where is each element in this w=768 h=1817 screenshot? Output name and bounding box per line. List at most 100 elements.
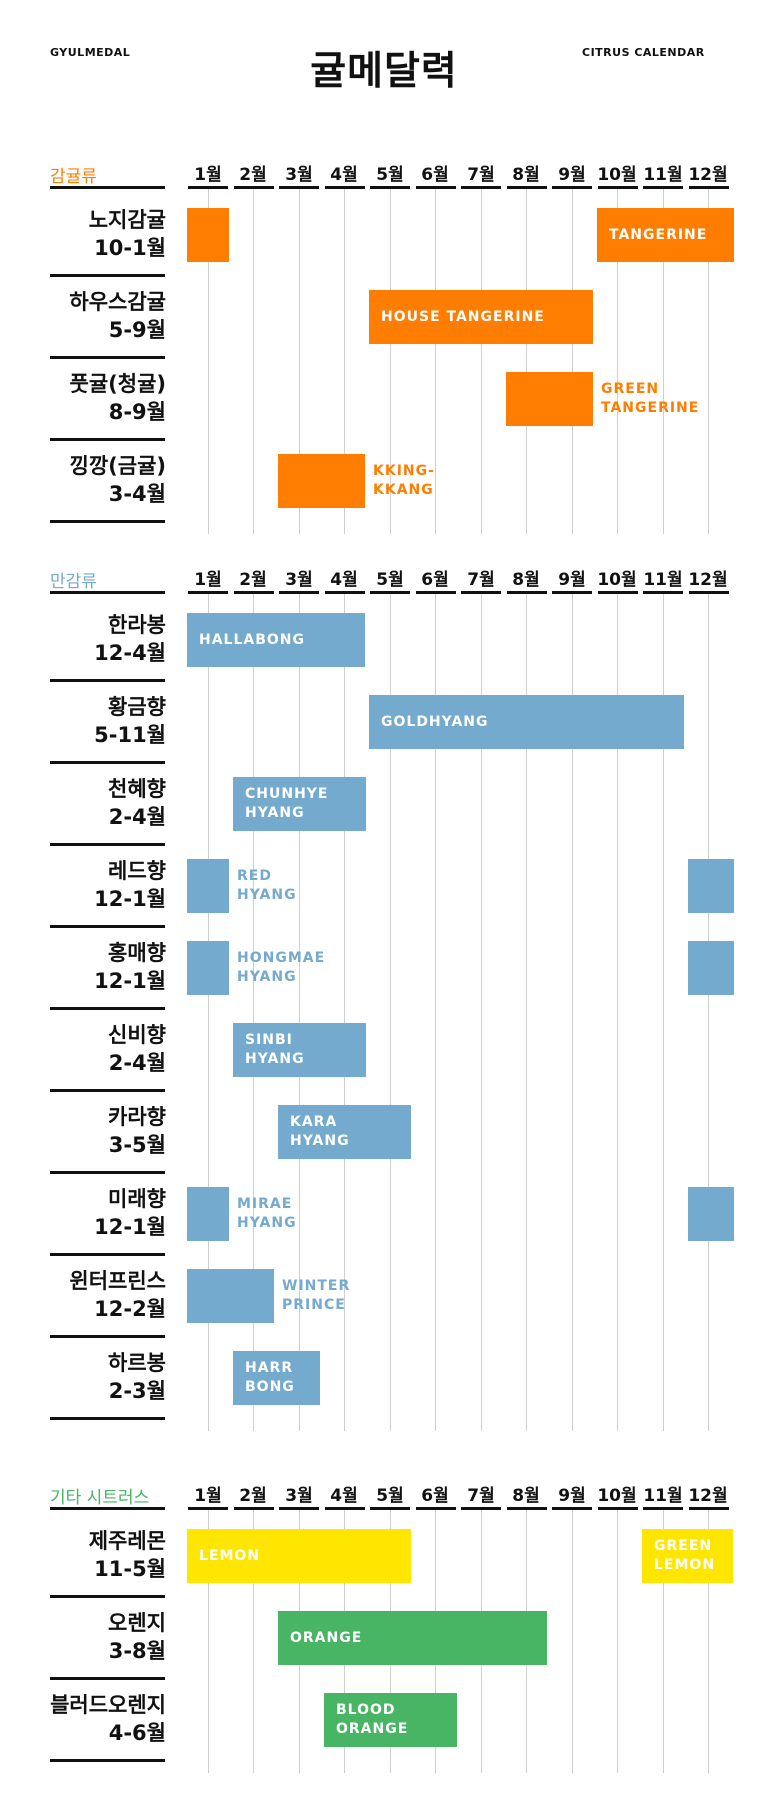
month-gridline xyxy=(708,1507,709,1773)
fruit-name: 레드향 xyxy=(108,859,166,883)
month-underline xyxy=(325,1507,365,1510)
month-label: 2월 xyxy=(239,570,267,590)
month-label: 4월 xyxy=(330,165,358,185)
month-gridline xyxy=(663,591,664,1431)
row-separator xyxy=(50,925,165,928)
season-bar xyxy=(233,777,366,831)
fruit-name: 한라봉 xyxy=(108,613,166,637)
season-bar xyxy=(369,290,593,344)
section-underline xyxy=(50,1507,165,1510)
season-bar xyxy=(278,1611,547,1665)
month-label: 1월 xyxy=(194,165,222,185)
month-gridline xyxy=(572,1507,573,1773)
month-gridline xyxy=(617,1507,618,1773)
row-separator xyxy=(50,1417,165,1420)
month-gridline xyxy=(526,591,527,1431)
month-gridline xyxy=(390,186,391,534)
month-label: 11월 xyxy=(643,570,683,590)
month-label: 8월 xyxy=(512,165,540,185)
season-bar xyxy=(187,941,229,995)
outside-label: GREEN TANGERINE xyxy=(601,381,700,416)
month-label: 11월 xyxy=(643,1486,683,1506)
month-label: 7월 xyxy=(467,165,495,185)
season-bar xyxy=(369,695,684,749)
row-label: 한라봉 12-4월 xyxy=(30,611,166,667)
month-gridline xyxy=(253,591,254,1431)
month-underline xyxy=(689,591,729,594)
fruit-name: 미래향 xyxy=(108,1187,166,1211)
season-period: 12-1월 xyxy=(94,1215,166,1239)
month-underline xyxy=(279,1507,319,1510)
season-bar xyxy=(278,454,365,508)
month-underline xyxy=(416,1507,456,1510)
row-label: 제주레몬 11-5월 xyxy=(30,1527,166,1583)
outside-label: HONGMAE HYANG xyxy=(237,950,326,985)
month-label: 11월 xyxy=(643,165,683,185)
fruit-name: 카라향 xyxy=(108,1105,166,1129)
fruit-name: 홍매향 xyxy=(108,941,166,965)
month-underline xyxy=(416,591,456,594)
month-gridline xyxy=(253,1507,254,1773)
fruit-name: 하르봉 xyxy=(108,1351,166,1375)
month-underline xyxy=(507,186,547,189)
section-title: 기타 시트러스 xyxy=(50,1488,150,1508)
month-underline xyxy=(643,591,683,594)
row-label: 윈터프린스 12-2월 xyxy=(30,1267,166,1323)
month-underline xyxy=(234,1507,274,1510)
row-label: 카라향 3-5월 xyxy=(30,1103,166,1159)
month-gridline xyxy=(344,186,345,534)
month-gridline xyxy=(663,1507,664,1773)
month-gridline xyxy=(481,591,482,1431)
bar-label: HOUSE TANGERINE xyxy=(381,308,545,325)
month-gridline xyxy=(435,591,436,1431)
month-underline xyxy=(552,1507,592,1510)
outside-label: KKING- KKANG xyxy=(373,463,435,498)
row-separator xyxy=(50,1677,165,1680)
season-period: 12-1월 xyxy=(94,969,166,993)
month-label: 6월 xyxy=(421,570,449,590)
fruit-name: 하우스감귤 xyxy=(69,290,166,314)
row-label: 블러드오렌지 4-6월 xyxy=(30,1691,166,1747)
month-gridline xyxy=(208,1507,209,1773)
month-label: 5월 xyxy=(376,570,404,590)
season-bar xyxy=(688,1187,734,1241)
month-label: 12월 xyxy=(688,1486,728,1506)
month-underline xyxy=(507,1507,547,1510)
row-label: 하르봉 2-3월 xyxy=(30,1349,166,1405)
month-underline xyxy=(234,186,274,189)
month-underline xyxy=(552,591,592,594)
season-period: 12-2월 xyxy=(94,1297,166,1321)
row-label: 오렌지 3-8월 xyxy=(30,1609,166,1665)
row-separator xyxy=(50,1171,165,1174)
month-gridline xyxy=(572,591,573,1431)
month-gridline xyxy=(299,591,300,1431)
row-separator xyxy=(50,679,165,682)
month-underline xyxy=(188,591,228,594)
month-underline xyxy=(689,1507,729,1510)
month-label: 12월 xyxy=(688,570,728,590)
month-label: 1월 xyxy=(194,1486,222,1506)
season-bar xyxy=(506,372,593,426)
season-period: 2-3월 xyxy=(108,1379,166,1403)
fruit-name: 풋귤(청귤) xyxy=(69,372,166,396)
month-underline xyxy=(689,186,729,189)
season-bar xyxy=(324,1693,457,1747)
month-underline xyxy=(461,1507,501,1510)
section-underline xyxy=(50,591,165,594)
season-period: 3-8월 xyxy=(108,1639,166,1663)
row-separator xyxy=(50,1595,165,1598)
bar-label: LEMON xyxy=(199,1547,261,1564)
season-period: 5-11월 xyxy=(94,723,166,747)
season-period: 4-6월 xyxy=(108,1721,166,1745)
month-label: 6월 xyxy=(421,165,449,185)
month-gridline xyxy=(708,591,709,1431)
season-bar xyxy=(233,1023,366,1077)
month-underline xyxy=(643,186,683,189)
season-bar xyxy=(233,1351,320,1405)
month-label: 7월 xyxy=(467,1486,495,1506)
bar-label: ORANGE xyxy=(290,1629,363,1646)
month-gridline xyxy=(390,591,391,1431)
month-underline xyxy=(279,186,319,189)
month-gridline xyxy=(617,591,618,1431)
season-period: 12-1월 xyxy=(94,887,166,911)
